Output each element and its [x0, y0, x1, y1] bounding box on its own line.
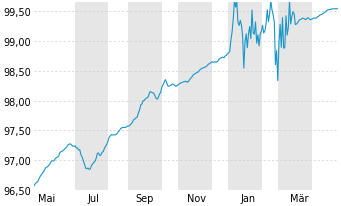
Bar	[278, 4, 312, 190]
Bar	[75, 4, 108, 190]
Bar	[228, 4, 262, 190]
Bar	[178, 4, 212, 190]
Bar	[128, 4, 162, 190]
